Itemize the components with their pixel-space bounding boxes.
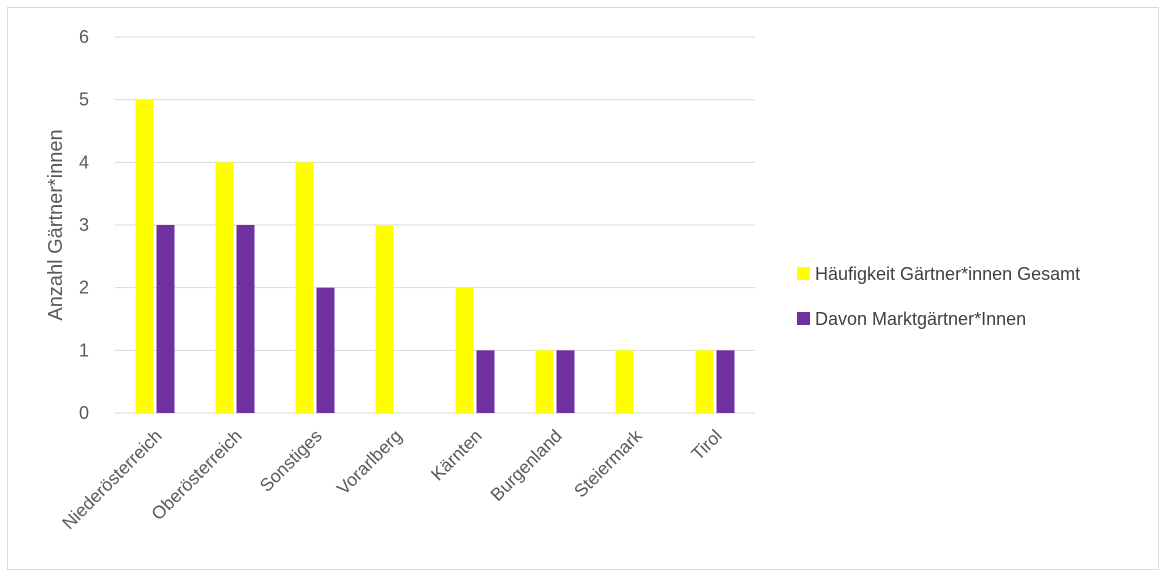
y-tick-label: 6 [79, 27, 89, 47]
bar-gesamt-0 [135, 99, 154, 414]
bar-gesamt-7 [695, 350, 714, 413]
x-tick-label: Steiermark [570, 425, 646, 501]
bar-marktgaertner-1 [236, 225, 255, 413]
y-tick-label: 2 [79, 278, 89, 298]
x-tick-label: Vorarlberg [333, 426, 406, 499]
y-tick-label: 4 [79, 152, 89, 172]
legend: Häufigkeit Gärtner*innen Gesamt Davon Mar… [797, 264, 1080, 329]
x-tick-label: Kärnten [427, 426, 486, 485]
y-axis-title: Anzahl Gärtner*innen [45, 129, 67, 320]
bar-marktgaertner-5 [556, 350, 575, 413]
bars [135, 99, 735, 414]
legend-label: Häufigkeit Gärtner*innen Gesamt [815, 264, 1080, 284]
legend-swatch [797, 267, 810, 280]
y-tick-label: 1 [79, 340, 89, 360]
legend-label: Davon Marktgärtner*Innen [815, 309, 1026, 329]
legend-swatch [797, 312, 810, 325]
x-tick-label: Sonstiges [256, 426, 326, 496]
bar-gesamt-5 [535, 350, 554, 413]
bar-marktgaertner-4 [476, 350, 495, 413]
x-tick-label: Tirol [687, 426, 725, 464]
y-tick-label: 0 [79, 403, 89, 423]
bar-marktgaertner-0 [156, 225, 175, 413]
y-tick-label: 5 [79, 90, 89, 110]
bar-gesamt-1 [215, 162, 234, 413]
bar-marktgaertner-2 [316, 287, 335, 413]
bar-gesamt-4 [455, 287, 474, 413]
bar-gesamt-6 [615, 350, 634, 413]
y-axis-ticks: 0 1 2 3 4 5 6 [79, 27, 89, 423]
bar-gesamt-2 [295, 162, 314, 413]
bar-marktgaertner-7 [716, 350, 735, 413]
y-tick-label: 3 [79, 215, 89, 235]
bar-gesamt-3 [375, 225, 394, 413]
gridlines [115, 36, 755, 351]
x-tick-label: Niederösterreich [58, 426, 166, 534]
x-tick-label: Burgenland [487, 426, 566, 505]
chart-frame [7, 7, 1159, 570]
